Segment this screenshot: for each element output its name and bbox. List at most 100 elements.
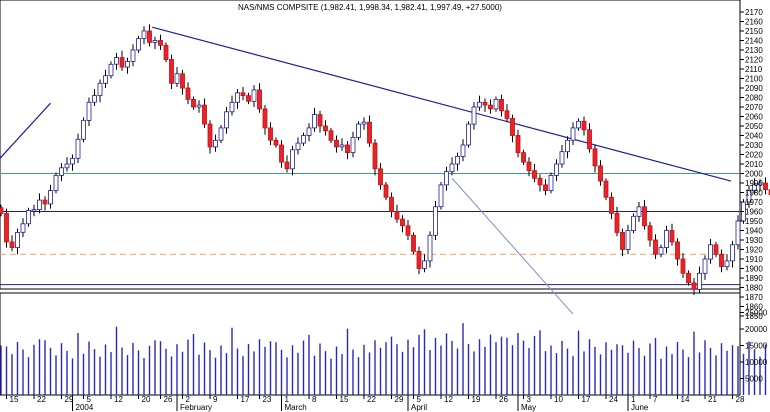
candle-down — [504, 110, 510, 119]
date-tick-label: 23 — [263, 395, 272, 404]
candle-down — [515, 135, 521, 154]
candle-down — [416, 250, 422, 269]
candle-down — [713, 244, 719, 255]
candle-down — [510, 118, 515, 136]
candle-up — [466, 123, 471, 146]
candle-up — [576, 120, 581, 129]
date-tick-label: 10 — [554, 395, 563, 404]
month-label: March — [285, 403, 307, 412]
date-tick-label: 9 — [213, 395, 218, 404]
candle-down — [543, 184, 548, 191]
candle-up — [702, 258, 708, 274]
volume-axis-ticks: 5000 10000 15000 20000 25000 — [740, 309, 768, 384]
candle-down — [521, 152, 526, 163]
date-tick-label: 29 — [65, 395, 74, 404]
month-label: April — [411, 403, 427, 412]
candle-down — [488, 104, 493, 110]
candle-up — [81, 119, 86, 140]
candle-down — [537, 177, 543, 186]
price-tick-label: 1990 — [745, 179, 763, 188]
candle-up — [449, 163, 455, 172]
candle-down — [169, 59, 174, 84]
candle-down — [42, 199, 48, 205]
candle-up — [438, 184, 444, 208]
candle-down — [9, 241, 15, 248]
candle-up — [636, 206, 642, 217]
price-tick-label: 2100 — [745, 75, 763, 84]
candle-down — [411, 234, 416, 252]
candle-up — [312, 114, 317, 129]
price-tick-label: 2020 — [745, 151, 763, 160]
price-tick-label: 2170 — [745, 8, 763, 17]
candle-up — [235, 92, 240, 103]
candle-up — [477, 101, 482, 108]
candle-up — [196, 104, 202, 108]
candle-up — [59, 167, 64, 176]
candle-down — [328, 130, 334, 141]
candle-up — [37, 199, 42, 211]
date-tick-label: 29 — [395, 395, 404, 404]
candle-down — [273, 139, 279, 146]
candle-up — [224, 111, 229, 129]
date-tick-label: 5 — [87, 395, 92, 404]
up-trendline — [0, 102, 51, 159]
price-tick-label: 1980 — [745, 189, 763, 198]
candle-down — [763, 182, 768, 190]
candle-up — [350, 136, 356, 153]
price-tick-label: 1870 — [745, 293, 763, 302]
price-tick-label: 1960 — [745, 208, 763, 217]
price-tick-label: 2150 — [745, 27, 763, 36]
support-trendline — [451, 177, 574, 315]
candle-up — [53, 174, 59, 191]
candle-up — [64, 163, 70, 169]
candle-up — [48, 190, 53, 205]
candle-up — [356, 123, 361, 138]
candle-down — [180, 73, 185, 89]
date-tick-label: 3 — [527, 395, 532, 404]
candle-up — [103, 75, 108, 84]
date-tick-label: 1 — [631, 395, 636, 404]
candle-up — [130, 49, 136, 62]
candle-up — [20, 223, 26, 233]
candle-down — [323, 125, 328, 132]
volume-tick-label: 5000 — [745, 375, 763, 384]
volume-tick-label: 20000 — [745, 325, 768, 334]
candle-up — [339, 144, 345, 148]
candle-down — [592, 148, 598, 167]
candle-up — [422, 260, 427, 269]
candle-up — [75, 138, 81, 159]
candle-up — [251, 89, 257, 102]
candle-down — [383, 184, 389, 198]
candle-up — [136, 38, 141, 51]
horizontal-levels — [0, 173, 740, 286]
price-tick-label: 1970 — [745, 198, 763, 207]
candle-up — [218, 127, 224, 141]
candle-down — [598, 165, 603, 182]
price-tick-label: 2130 — [745, 46, 763, 55]
price-tick-label: 2090 — [745, 84, 763, 93]
candle-up — [97, 82, 103, 97]
month-label: 2004 — [76, 403, 94, 412]
candle-up — [86, 101, 92, 121]
candle-up — [455, 155, 460, 165]
candle-up — [625, 230, 631, 250]
price-tick-label: 1890 — [745, 274, 763, 283]
candle-down — [587, 129, 592, 150]
candle-up — [15, 231, 20, 248]
candle-down — [581, 120, 587, 131]
candle-down — [317, 114, 323, 127]
price-tick-label: 2040 — [745, 132, 763, 141]
date-tick-label: 14 — [681, 395, 690, 404]
price-tick-label: 2030 — [745, 141, 763, 150]
candle-down — [499, 99, 504, 112]
candle-down — [691, 282, 697, 290]
candle-down — [0, 207, 4, 214]
candle-up — [108, 63, 114, 77]
price-tick-label: 1900 — [745, 265, 763, 274]
candle-up — [697, 272, 702, 290]
candle-down — [158, 40, 163, 46]
candle-down — [240, 92, 246, 97]
price-tick-label: 1940 — [745, 227, 763, 236]
candle-down — [4, 212, 9, 243]
date-tick-label: 5 — [417, 395, 422, 404]
